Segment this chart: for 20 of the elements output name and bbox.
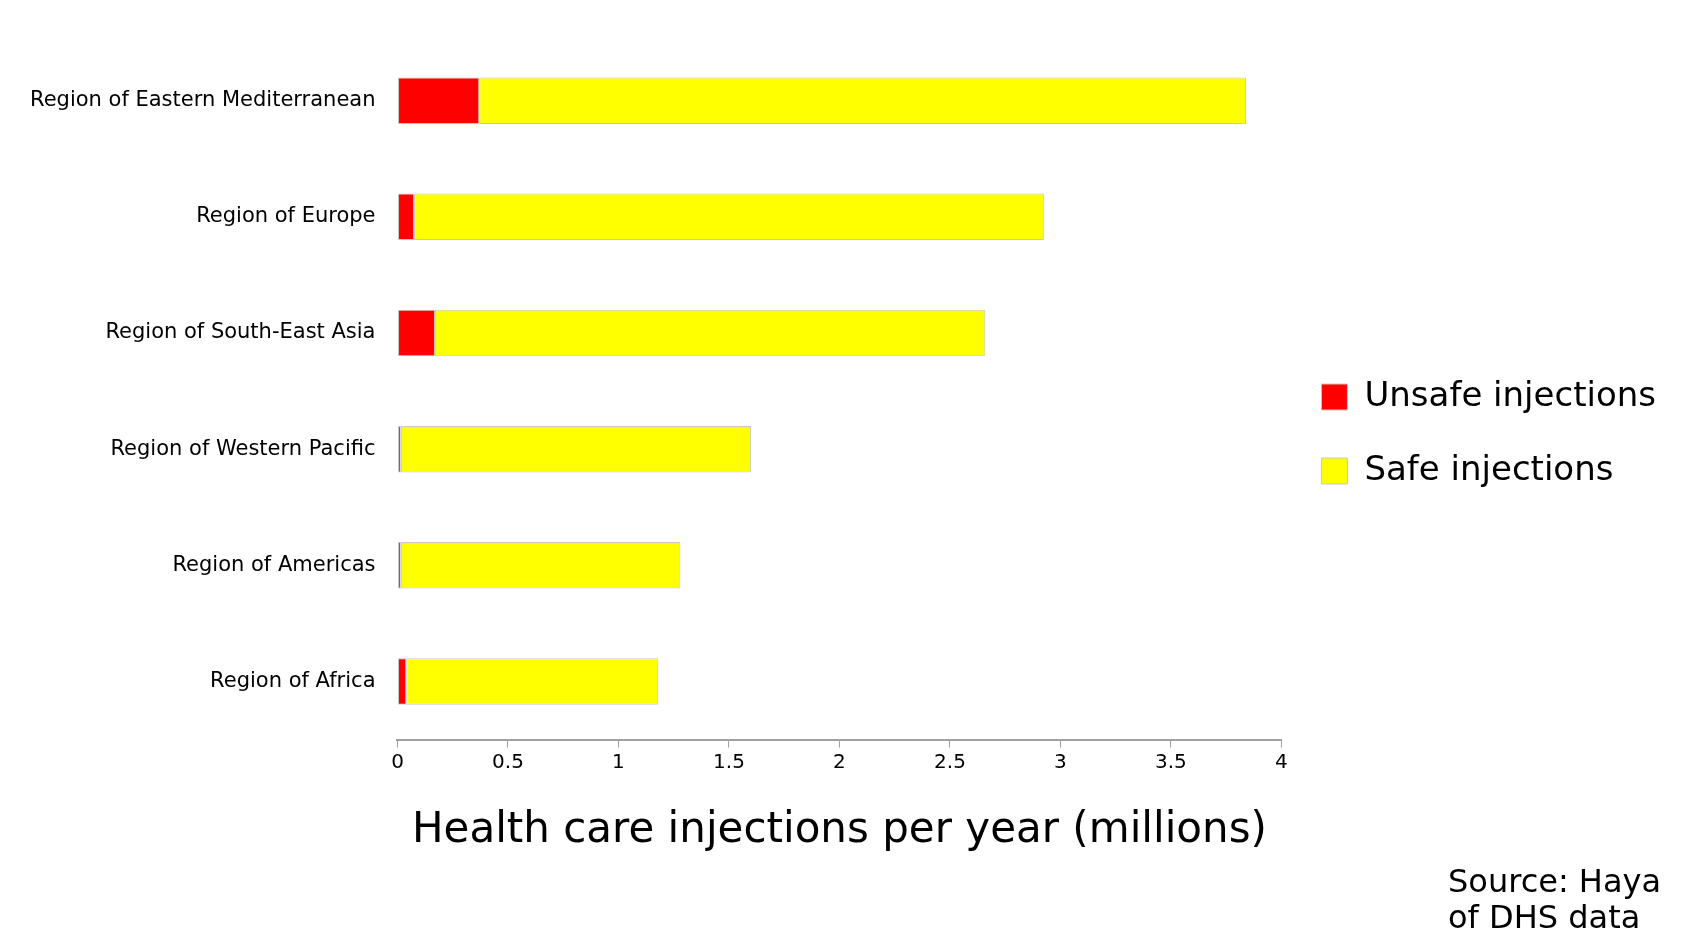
x-tick-label: 1	[612, 748, 625, 773]
legend-label: Safe injections	[1364, 447, 1614, 488]
x-tick-label: 1.5	[713, 748, 745, 773]
y-tick-label: Region of Europe	[196, 203, 376, 228]
text: of DHS data	[1448, 898, 1641, 936]
y-tick-label: Region of South-East Asia	[105, 319, 376, 344]
x-tick-label: 4	[1275, 748, 1288, 773]
x-tick-label: 0.5	[492, 748, 524, 773]
x-tick-label: 0	[391, 748, 404, 773]
x-tick-label: 2.5	[934, 748, 966, 773]
legend-label: Unsafe injections	[1364, 373, 1656, 414]
y-tick-label: Region of Eastern Mediterranean	[30, 87, 376, 112]
x-tick-label: 3	[1054, 748, 1067, 773]
y-tick-label: Region of Africa	[210, 667, 376, 692]
x-axis-title: Health care injections per year (millions)	[411, 802, 1267, 852]
y-tick-label: Region of Western Pacific	[110, 435, 376, 460]
y-tick-label: Region of Americas	[172, 551, 376, 576]
source-note: Source: Haya	[1448, 862, 1662, 900]
x-tick-label: 3.5	[1155, 748, 1187, 773]
x-tick-label: 2	[833, 748, 846, 773]
